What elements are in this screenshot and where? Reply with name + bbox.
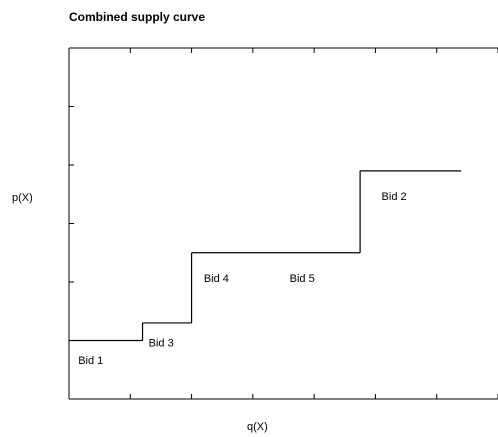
axis-ticks (69, 47, 498, 399)
bid-1-label: Bid 1 (78, 355, 103, 367)
x-axis-label: q(X) (247, 421, 268, 433)
bid-5-label: Bid 5 (290, 273, 315, 285)
bid-labels: Bid 1 Bid 3 Bid 4 Bid 5 Bid 2 (78, 191, 406, 367)
bid-3-label: Bid 3 (149, 337, 174, 349)
chart-title: Combined supply curve (69, 10, 206, 24)
bid-2-label: Bid 2 (382, 191, 407, 203)
supply-curve (69, 170, 462, 342)
bid-4-label: Bid 4 (204, 273, 229, 285)
y-axis-label: p(X) (12, 192, 33, 204)
plot-axes (68, 47, 498, 400)
